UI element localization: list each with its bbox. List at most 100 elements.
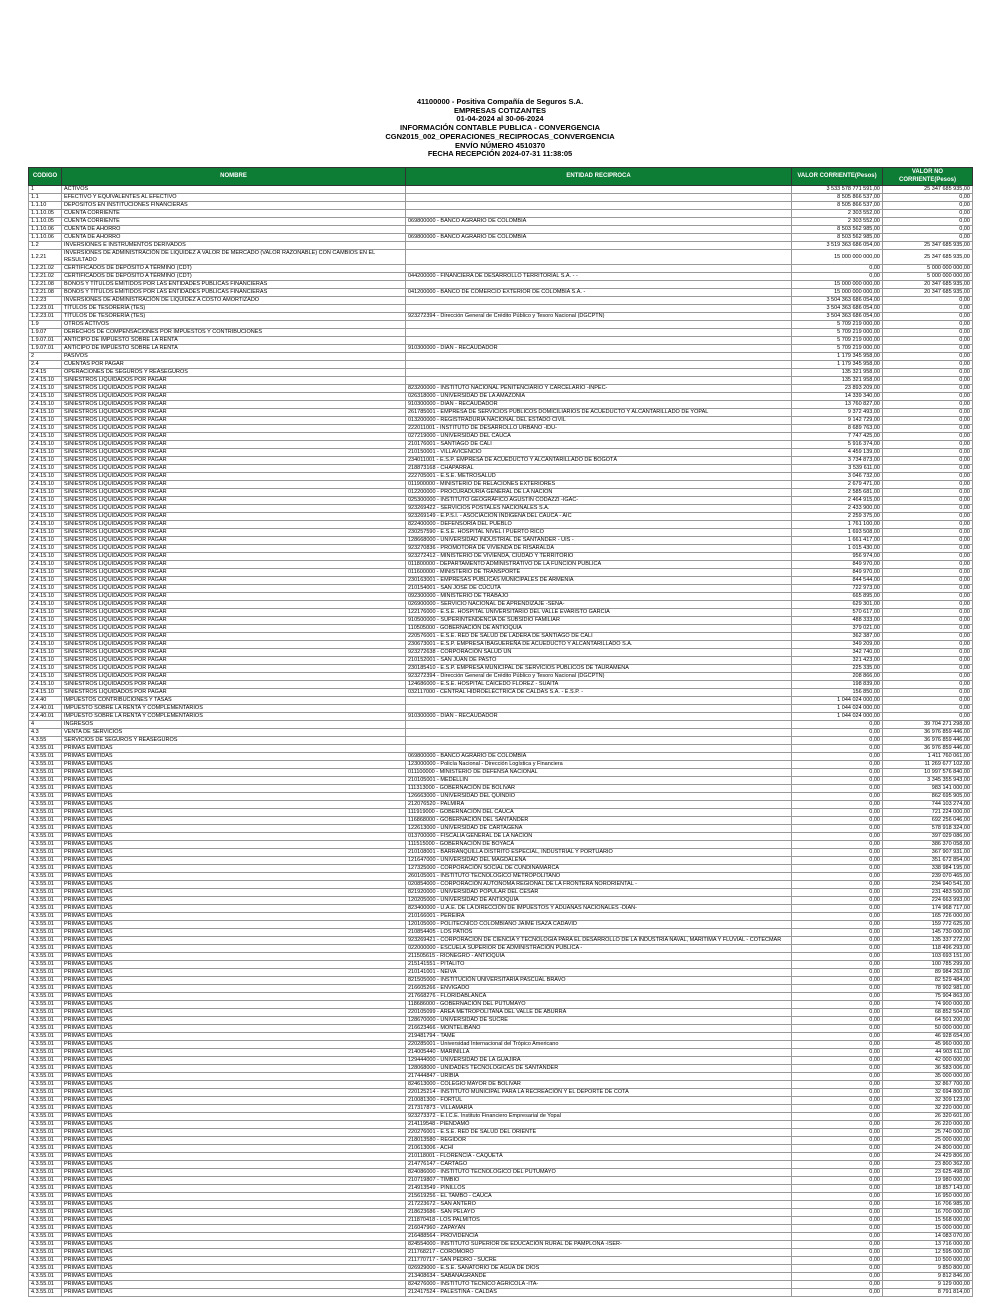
valor-no-corriente-cell: 0,00 [882,712,973,721]
table-row: 4.3.55.01 PRIMAS EMITIDAS 211870418 - LOS … [28,1216,973,1225]
table-row: 4.3.55.01 PRIMAS EMITIDAS 214119548 - PIEN… [28,1120,973,1129]
valor-no-corriente-cell: 0,00 [882,704,973,713]
report-header: 41100000 - Positiva Compañía de Seguros … [0,97,1000,159]
codigo-cell: 4.3.55.01 [28,1248,62,1257]
report-period: 01-04-2024 al 30-06-2024 [456,114,544,124]
codigo-cell: 2.4.15.10 [28,464,62,473]
codigo-cell: 4.3.55.01 [28,776,62,785]
table-row: 4.3.55.01 PRIMAS EMITIDAS 212417524 - PALE… [28,1288,973,1297]
nombre-cell: PRIMAS EMITIDAS [61,1080,406,1089]
nombre-cell: SINIESTROS LIQUIDADOS POR PAGAR [61,496,406,505]
entidad-reciproca-cell: 823400000 - U.A.E. DE LA DIRECCIÓN DE IM… [405,904,792,913]
entidad-reciproca-cell [405,704,792,713]
entidad-reciproca-cell [405,241,792,250]
nombre-cell: PRIMAS EMITIDAS [61,744,406,753]
valor-corriente-cell: 2 585 681,00 [791,488,883,497]
nombre-cell: PRIMAS EMITIDAS [61,1128,406,1137]
valor-no-corriente-cell: 118 496 293,00 [882,944,973,953]
nombre-cell: PRIMAS EMITIDAS [61,904,406,913]
valor-corriente-cell: 1 761 100,00 [791,520,883,529]
table-row: 4.3.55.01 PRIMAS EMITIDAS 069800000 - BANC… [28,752,973,761]
valor-no-corriente-cell: 0,00 [882,432,973,441]
nombre-cell: VENTA DE SERVICIOS [61,728,406,737]
nombre-cell: PRIMAS EMITIDAS [61,1264,406,1273]
nombre-cell: PRIMAS EMITIDAS [61,888,406,897]
codigo-cell: 2 [28,352,62,361]
valor-corriente-cell: 0,00 [791,1160,883,1169]
valor-no-corriente-cell: 0,00 [882,392,973,401]
valor-corriente-cell: 349 209,00 [791,640,883,649]
entidad-reciproca-cell: 121647000 - UNIVERSIDAD DEL MAGDALENA [405,856,792,865]
table-row: 4.3.55.01 PRIMAS EMITIDAS 821505000 - INST… [28,976,973,985]
valor-corriente-cell: 0,00 [791,1056,883,1065]
valor-corriente-cell: 135 321 958,00 [791,368,883,377]
nombre-cell: PRIMAS EMITIDAS [61,1280,406,1289]
valor-corriente-cell: 8 505 866 537,00 [791,193,883,202]
codigo-cell: 2.4.15.10 [28,472,62,481]
valor-corriente-cell: 1 044 024 000,00 [791,696,883,705]
valor-no-corriente-cell: 45 960 000,00 [882,1040,973,1049]
table-row: 2.4.15.10 SINIESTROS LIQUIDADOS POR PAGAR… [28,520,973,529]
entidad-reciproca-cell: 210118001 - FLORENCIA - CAQUETÁ [405,1152,792,1161]
entidad-reciproca-cell: 910300000 - DIAN - RECAUDADOR [405,400,792,409]
valor-corriente-cell: 3 504 363 686 054,00 [791,304,883,313]
valor-corriente-cell: 0,00 [791,1112,883,1121]
table-row: 2.4.15.10 SINIESTROS LIQUIDADOS POR PAGAR… [28,536,973,545]
nombre-cell: CERTIFICADOS DE DEPÓSITO A TÉRMINO (CDT) [61,264,406,273]
valor-no-corriente-cell: 159 772 625,00 [882,920,973,929]
valor-no-corriente-cell: 23 800 362,00 [882,1160,973,1169]
valor-corriente-cell: 321 423,00 [791,656,883,665]
valor-no-corriente-cell: 103 693 151,00 [882,952,973,961]
codigo-cell: 4.3.55.01 [28,1032,62,1041]
entidad-reciproca-cell [405,193,792,202]
entidad-reciproca-cell: 230673001 - E.S.P. EMPRESA IBAGUEREÑA DE… [405,640,792,649]
valor-no-corriente-cell: 32 309 123,00 [882,1096,973,1105]
codigo-cell: 4.3.55.01 [28,1160,62,1169]
table-row: 2.4.15.10 SINIESTROS LIQUIDADOS POR PAGAR… [28,384,973,393]
valor-corriente-cell: 0,00 [791,936,883,945]
valor-no-corriente-cell: 0,00 [882,624,973,633]
entidad-reciproca-cell: 041200000 - BANCO DE COMERCIO EXTERIOR D… [405,288,792,297]
codigo-cell: 4.3.55.01 [28,920,62,929]
valor-no-corriente-cell: 16 706 985,00 [882,1200,973,1209]
valor-no-corriente-cell: 9 850 800,00 [882,1264,973,1273]
nombre-cell: PRIMAS EMITIDAS [61,976,406,985]
entidad-reciproca-cell: 210613006 - ACHÍ [405,1144,792,1153]
nombre-cell: PRIMAS EMITIDAS [61,760,406,769]
entidad-reciproca-cell: 116868000 - GOBERNACIÓN DEL SANTANDER [405,816,792,825]
valor-no-corriente-cell: 75 904 863,00 [882,992,973,1001]
table-row: 4.3.55.01 PRIMAS EMITIDAS 220105099 - AREA… [28,1008,973,1017]
nombre-cell: SINIESTROS LIQUIDADOS POR PAGAR [61,408,406,417]
entidad-reciproca-cell: 026929000 - E.S.E. SANATORIO DE AGUA DE … [405,1264,792,1273]
table-row: 4.3.55.01 PRIMAS EMITIDAS 216488564 - PROV… [28,1232,973,1241]
col-header-valor-no-corriente: VALOR NO CORRIENTE(Pesos) [882,167,973,186]
table-row: 4.3.55.01 PRIMAS EMITIDAS 260105001 - INST… [28,872,973,881]
entidad-reciproca-cell: 213408634 - SABANAGRANDE [405,1272,792,1281]
codigo-cell: 4.3.55.01 [28,1256,62,1265]
nombre-cell: IMPUESTO SOBRE LA RENTA Y COMPLEMENTARIO… [61,704,406,713]
entidad-reciproca-cell: 216047960 - ZAPAYÁN [405,1224,792,1233]
codigo-cell: 2.4.15.10 [28,552,62,561]
table-row: 4.3.55.01 PRIMAS EMITIDAS 214913549 - PINI… [28,1184,973,1193]
table-row: 4.3.55.01 PRIMAS EMITIDAS 217223672 - SAN … [28,1200,973,1209]
nombre-cell: SINIESTROS LIQUIDADOS POR PAGAR [61,680,406,689]
codigo-cell: 4.3.55.01 [28,800,62,809]
table-row: 4.3.55.01 PRIMAS EMITIDAS 022000000 - ESCU… [28,944,973,953]
valor-no-corriente-cell: 0,00 [882,592,973,601]
valor-corriente-cell: 0,00 [791,1088,883,1097]
entidad-reciproca-cell [405,368,792,377]
table-row: 4.3.55.01 PRIMAS EMITIDAS 210141001 - NEIV… [28,968,973,977]
codigo-cell: 4.3.55.01 [28,984,62,993]
valor-no-corriente-cell: 0,00 [882,408,973,417]
codigo-cell: 2.4.15.10 [28,600,62,609]
entidad-reciproca-cell [405,320,792,329]
codigo-cell: 4.3.55.01 [28,1184,62,1193]
codigo-cell: 4.3.55.01 [28,1080,62,1089]
table-row: 2.4.15.10 SINIESTROS LIQUIDADOS POR PAGAR… [28,600,973,609]
codigo-cell: 4.3.55.01 [28,968,62,977]
valor-no-corriente-cell: 0,00 [882,632,973,641]
valor-corriente-cell: 844 544,00 [791,576,883,585]
entidad-reciproca-cell: 220125214 - INSTITUTO MUNICIPAL PARA LA … [405,1088,792,1097]
entidad-reciproca-cell: 230257590 - E.S.E. HOSPITAL NIVEL I PUER… [405,528,792,537]
nombre-cell: PRIMAS EMITIDAS [61,1000,406,1009]
